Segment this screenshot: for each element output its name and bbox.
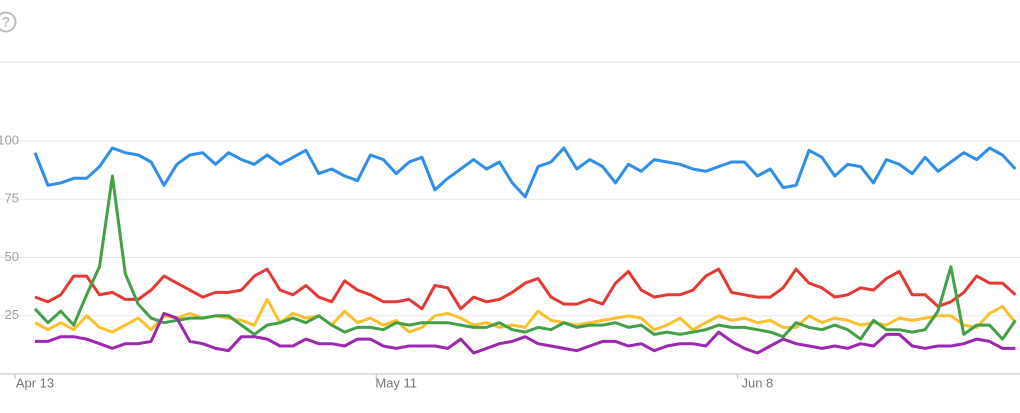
series-line	[34, 267, 1017, 311]
x-tick-label: Jun 8	[741, 375, 773, 390]
series-line	[33, 174, 1017, 341]
series-line	[34, 297, 1017, 334]
series-line	[33, 146, 1017, 199]
x-tick-label: Apr 13	[16, 375, 54, 390]
series-line	[35, 311, 1016, 355]
y-tick-label: 50	[5, 249, 19, 264]
y-tick-label: 75	[5, 191, 19, 206]
x-tick-label: May 11	[375, 375, 417, 390]
help-icon[interactable]	[0, 11, 17, 33]
help-icon-text[interactable]: ?	[2, 14, 11, 30]
y-tick-label: 100	[0, 132, 19, 147]
y-tick-label: 25	[5, 307, 19, 322]
